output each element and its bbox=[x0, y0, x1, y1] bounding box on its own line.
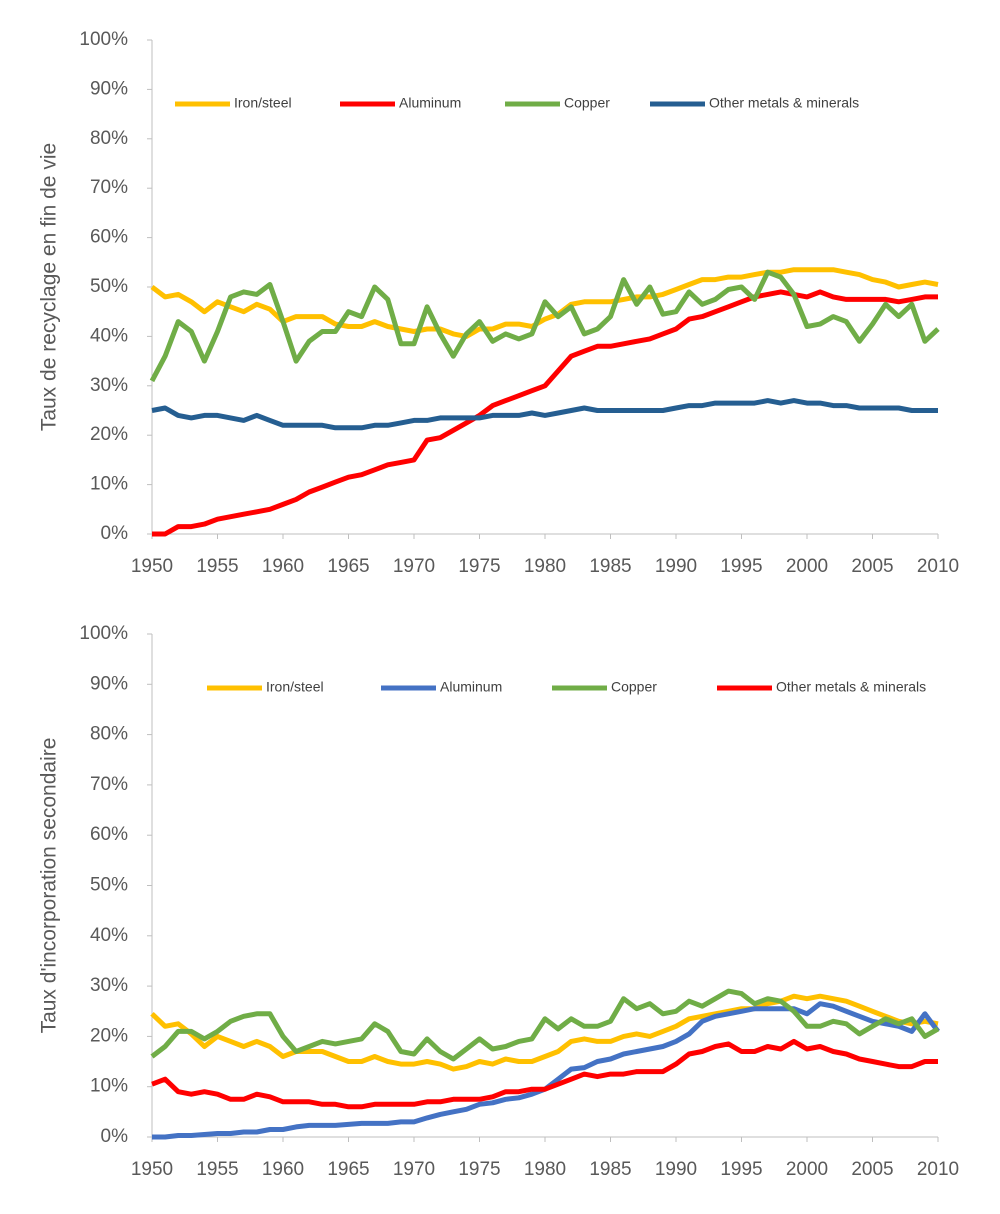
y-tick-label: 0% bbox=[101, 1126, 129, 1147]
x-tick-label: 2005 bbox=[851, 556, 893, 577]
y-tick-label: 30% bbox=[90, 975, 128, 996]
legend-label: Iron/steel bbox=[234, 95, 292, 111]
y-tick-label: 50% bbox=[90, 276, 128, 297]
legend-label: Copper bbox=[611, 679, 657, 695]
x-tick-label: 1995 bbox=[720, 1159, 762, 1180]
x-tick-label: 1980 bbox=[524, 556, 566, 577]
x-tick-label: 2010 bbox=[917, 1159, 959, 1180]
x-tick-label: 1950 bbox=[131, 1159, 173, 1180]
legend-label: Other metals & minerals bbox=[709, 95, 859, 111]
y-tick-label: 40% bbox=[90, 925, 128, 946]
legend-label: Other metals & minerals bbox=[776, 679, 926, 695]
series-line bbox=[151, 398, 938, 431]
x-tick-label: 2010 bbox=[917, 556, 959, 577]
x-tick-label: 1990 bbox=[655, 556, 697, 577]
series-line bbox=[151, 1038, 938, 1110]
y-tick-label: 70% bbox=[90, 774, 128, 795]
x-tick-label: 1955 bbox=[196, 1159, 238, 1180]
x-tick-label: 1965 bbox=[327, 1159, 369, 1180]
y-tick-label: 90% bbox=[90, 673, 128, 694]
y-tick-label: 0% bbox=[101, 523, 129, 544]
x-tick-label: 1970 bbox=[393, 556, 435, 577]
y-tick-label: 10% bbox=[90, 474, 128, 495]
y-tick-label: 50% bbox=[90, 875, 128, 896]
y-tick-label: 40% bbox=[90, 325, 128, 346]
y-tick-label: 10% bbox=[90, 1076, 128, 1097]
series-line bbox=[152, 289, 938, 537]
x-tick-label: 2000 bbox=[786, 1159, 828, 1180]
series-line bbox=[150, 988, 940, 1062]
x-tick-label: 1985 bbox=[589, 556, 631, 577]
x-tick-label: 1950 bbox=[131, 556, 173, 577]
y-tick-label: 80% bbox=[90, 724, 128, 745]
legend-label: Copper bbox=[564, 95, 610, 111]
x-tick-label: 1975 bbox=[458, 1159, 500, 1180]
y-axis-label: Taux d'incorporation secondaire bbox=[38, 738, 61, 1034]
x-tick-label: 1995 bbox=[720, 556, 762, 577]
y-tick-label: 70% bbox=[90, 177, 128, 198]
y-tick-label: 20% bbox=[90, 424, 128, 445]
series-line bbox=[149, 269, 940, 383]
y-tick-label: 100% bbox=[79, 623, 128, 644]
series-line bbox=[150, 993, 939, 1072]
legend-label: Iron/steel bbox=[266, 679, 324, 695]
x-tick-label: 2000 bbox=[786, 556, 828, 577]
legend-label: Aluminum bbox=[399, 95, 461, 111]
x-tick-label: 1960 bbox=[262, 556, 304, 577]
x-tick-label: 1965 bbox=[327, 556, 369, 577]
x-tick-label: 1955 bbox=[196, 556, 238, 577]
y-tick-label: 60% bbox=[90, 227, 128, 248]
x-tick-label: 1960 bbox=[262, 1159, 304, 1180]
x-tick-label: 1980 bbox=[524, 1159, 566, 1180]
legend-label: Aluminum bbox=[440, 679, 502, 695]
y-tick-label: 30% bbox=[90, 375, 128, 396]
x-tick-label: 1970 bbox=[393, 1159, 435, 1180]
x-tick-label: 1985 bbox=[589, 1159, 631, 1180]
y-axis-label: Taux de recyclage en fin de vie bbox=[38, 143, 61, 431]
y-tick-label: 20% bbox=[90, 1025, 128, 1046]
y-tick-label: 100% bbox=[79, 29, 128, 50]
x-tick-label: 1990 bbox=[655, 1159, 697, 1180]
x-tick-label: 1975 bbox=[458, 556, 500, 577]
x-tick-label: 2005 bbox=[851, 1159, 893, 1180]
y-tick-label: 80% bbox=[90, 128, 128, 149]
y-tick-label: 60% bbox=[90, 824, 128, 845]
y-tick-label: 90% bbox=[90, 78, 128, 99]
